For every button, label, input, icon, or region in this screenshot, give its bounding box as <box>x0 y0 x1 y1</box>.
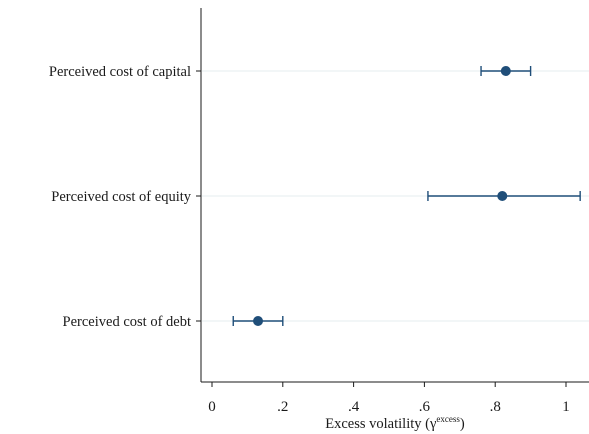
x-axis-ticks: 0 .2 .4 .6 .8 1 <box>208 382 570 415</box>
y-tick-label-2: Perceived cost of debt <box>63 314 191 330</box>
point-2 <box>253 316 264 326</box>
x-tick-label-5: 1 <box>562 399 570 415</box>
x-tick-label-1: .2 <box>277 399 288 415</box>
point-1 <box>497 191 508 201</box>
y-tick-label-1: Perceived cost of equity <box>51 189 191 205</box>
axes <box>200 8 589 383</box>
x-tick-label-2: .4 <box>348 399 360 415</box>
y-tick-label-0: Perceived cost of capital <box>49 64 191 80</box>
x-tick-label-0: 0 <box>208 399 216 415</box>
series-coefficients <box>232 66 581 326</box>
x-tick-label-4: .8 <box>490 399 501 415</box>
x-tick-label-3: .6 <box>419 399 431 415</box>
x-axis-title: Excess volatility (γexcess) <box>325 414 465 432</box>
point-0 <box>500 66 511 76</box>
y-axis-ticks: Perceived cost of capital Perceived cost … <box>49 64 201 330</box>
